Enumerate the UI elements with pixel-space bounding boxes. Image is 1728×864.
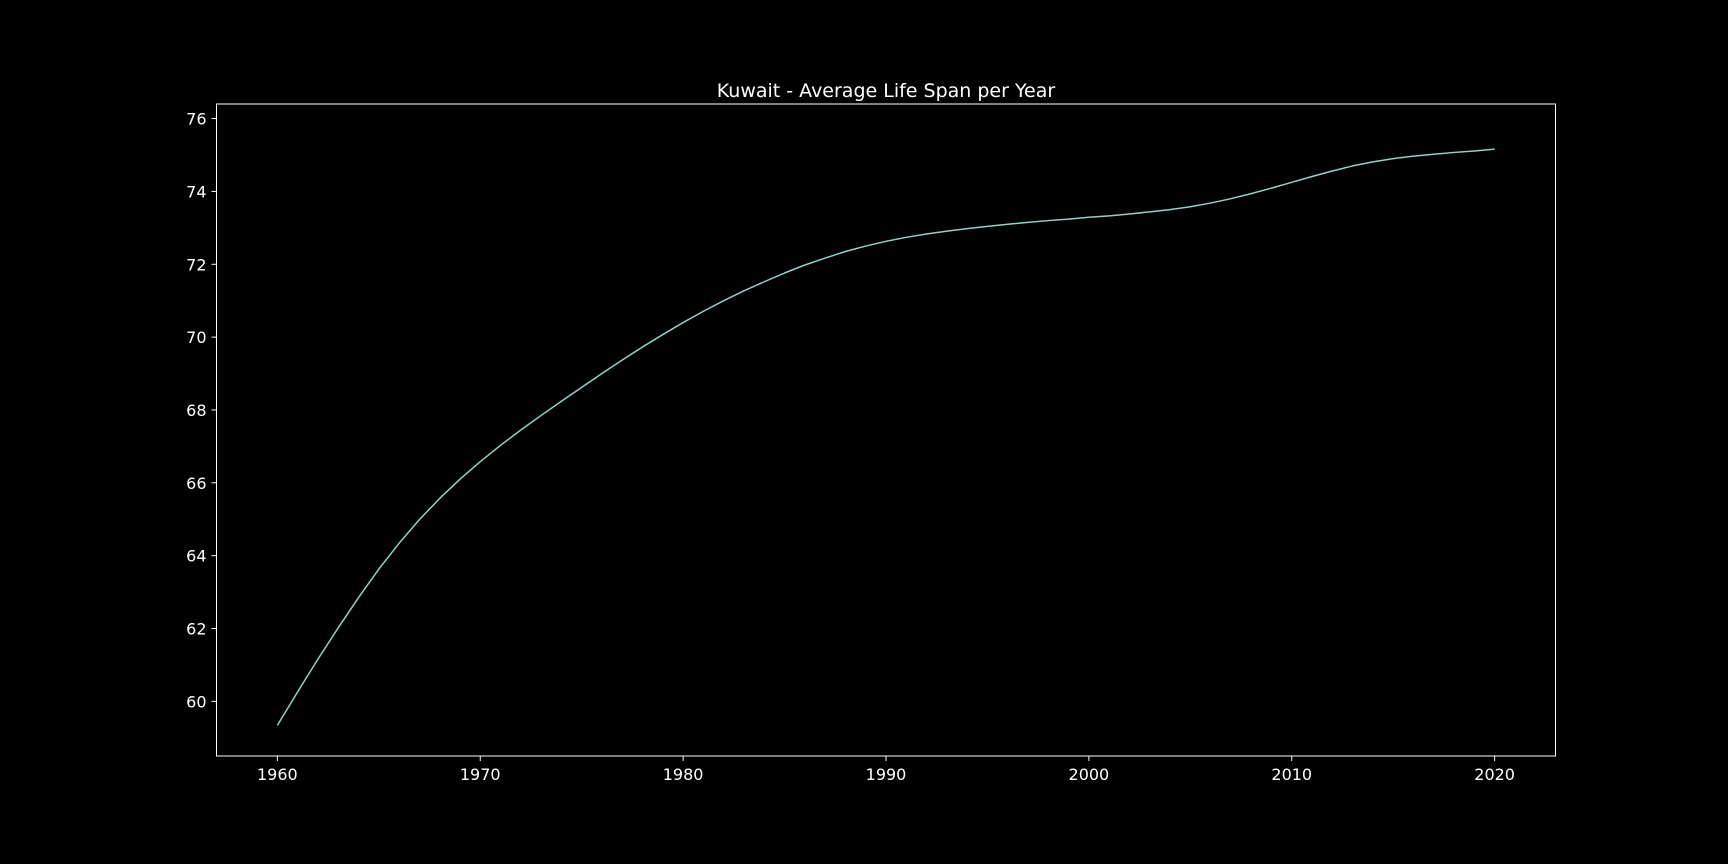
x-tick-label: 2020 [1474,765,1515,784]
x-tick-label: 1980 [663,765,704,784]
y-tick-label: 66 [186,474,206,493]
plot-area [216,103,1556,757]
x-tick-label: 2010 [1271,765,1312,784]
x-axis: 1960 1970 1980 1990 2000 2010 2020 [257,756,1515,784]
axes-frame [216,103,1556,757]
y-axis: 60 62 64 66 68 70 72 74 76 [186,110,217,711]
chart-title: Kuwait - Average Life Span per Year [717,80,1056,102]
y-tick-label: 74 [186,182,206,201]
x-tick-label: 1960 [257,765,298,784]
x-tick-label: 1990 [866,765,907,784]
series-line-0 [276,148,1495,726]
x-tick-label: 1970 [460,765,501,784]
y-tick-label: 64 [186,547,206,566]
y-tick-label: 62 [186,620,206,639]
x-tick-label: 2000 [1069,765,1110,784]
y-tick-label: 72 [186,255,206,274]
y-tick-label: 68 [186,401,206,420]
y-tick-label: 60 [186,692,206,711]
y-tick-label: 76 [186,110,206,129]
y-tick-label: 70 [186,328,206,347]
